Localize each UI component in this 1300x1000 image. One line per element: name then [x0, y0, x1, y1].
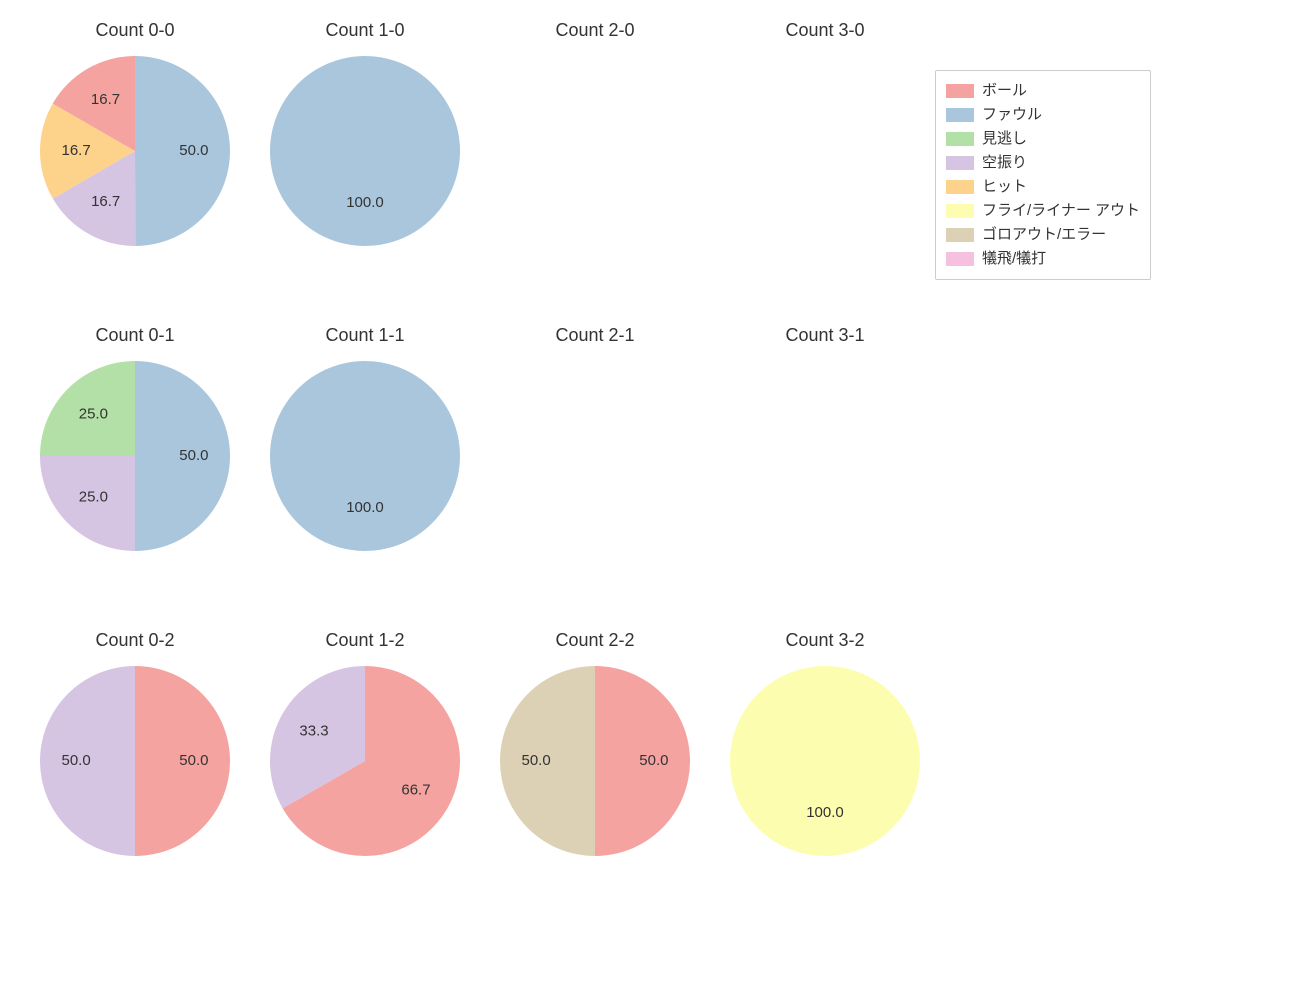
- pie-title: Count 2-1: [480, 325, 710, 346]
- legend-label: ヒット: [982, 175, 1027, 199]
- pie-slice-label: 66.7: [401, 781, 430, 798]
- legend-swatch: [946, 132, 974, 146]
- legend-item: 犠飛/犠打: [946, 247, 1140, 271]
- legend-label: ボール: [982, 79, 1027, 103]
- pie-chart: 50.0 25.0 25.0: [35, 356, 235, 556]
- pie-cell: Count 1-2 66.7 33.3: [250, 630, 480, 861]
- pie-chart: 100.0: [265, 51, 465, 251]
- pie-chart: 100.0: [265, 356, 465, 556]
- pie-title: Count 0-1: [20, 325, 250, 346]
- legend-swatch: [946, 180, 974, 194]
- legend: ボールファウル見逃し空振りヒットフライ/ライナー アウトゴロアウト/エラー犠飛/…: [935, 70, 1151, 280]
- pie-title: Count 1-1: [250, 325, 480, 346]
- legend-label: 空振り: [982, 151, 1027, 175]
- legend-swatch: [946, 204, 974, 218]
- pie-slice-label: 16.7: [91, 193, 120, 210]
- pie-slice-label: 100.0: [346, 499, 384, 516]
- pie-cell: Count 3-0: [710, 20, 940, 251]
- pie-slice-label: 50.0: [639, 752, 668, 769]
- pie-title: Count 0-2: [20, 630, 250, 651]
- pie-chart: 50.0 50.0: [495, 661, 695, 861]
- legend-swatch: [946, 108, 974, 122]
- legend-label: ゴロアウト/エラー: [982, 223, 1106, 247]
- pie-cell: Count 2-1: [480, 325, 710, 556]
- legend-label: 見逃し: [982, 127, 1027, 151]
- pie-cell: Count 0-1 50.0 25.0 25.0: [20, 325, 250, 556]
- pie-slice-label: 50.0: [179, 752, 208, 769]
- legend-swatch: [946, 252, 974, 266]
- pie-title: Count 3-1: [710, 325, 940, 346]
- pie-cell: Count 2-2 50.0 50.0: [480, 630, 710, 861]
- pie-cell: Count 3-1: [710, 325, 940, 556]
- pie-slice: [730, 666, 920, 856]
- pie-slice-label: 16.7: [91, 91, 120, 108]
- legend-swatch: [946, 156, 974, 170]
- pie-slice-label: 100.0: [346, 194, 384, 211]
- chart-grid: Count 0-050.016.716.716.7Count 1-0100.0C…: [0, 0, 1300, 1000]
- pie-slice-label: 16.7: [61, 142, 90, 159]
- pie-slice-label: 50.0: [179, 142, 208, 159]
- pie-cell: Count 0-2 50.0 50.0: [20, 630, 250, 861]
- pie-slice-label: 50.0: [179, 447, 208, 464]
- pie-cell: Count 1-1 100.0: [250, 325, 480, 556]
- pie-title: Count 3-2: [710, 630, 940, 651]
- legend-item: ヒット: [946, 175, 1140, 199]
- legend-swatch: [946, 228, 974, 242]
- pie-chart: 50.0 50.0: [35, 661, 235, 861]
- legend-item: ファウル: [946, 103, 1140, 127]
- pie-title: Count 0-0: [20, 20, 250, 41]
- legend-item: 見逃し: [946, 127, 1140, 151]
- legend-label: フライ/ライナー アウト: [982, 199, 1140, 223]
- legend-item: フライ/ライナー アウト: [946, 199, 1140, 223]
- pie-cell: Count 2-0: [480, 20, 710, 251]
- pie-title: Count 1-0: [250, 20, 480, 41]
- legend-label: 犠飛/犠打: [982, 247, 1046, 271]
- pie-slice: [270, 56, 460, 246]
- pie-slice-label: 25.0: [79, 489, 108, 506]
- pie-title: Count 3-0: [710, 20, 940, 41]
- pie-title: Count 1-2: [250, 630, 480, 651]
- pie-slice-label: 100.0: [806, 804, 844, 821]
- pie-slice: [270, 361, 460, 551]
- pie-cell: Count 3-2 100.0: [710, 630, 940, 861]
- legend-label: ファウル: [982, 103, 1042, 127]
- legend-item: ゴロアウト/エラー: [946, 223, 1140, 247]
- legend-swatch: [946, 84, 974, 98]
- pie-slice-label: 33.3: [299, 722, 328, 739]
- legend-item: 空振り: [946, 151, 1140, 175]
- pie-slice-label: 50.0: [61, 752, 90, 769]
- pie-title: Count 2-2: [480, 630, 710, 651]
- pie-chart: 50.0 16.7 16.7 16.7: [35, 51, 235, 251]
- pie-cell: Count 1-0 100.0: [250, 20, 480, 251]
- pie-chart: 100.0: [725, 661, 925, 861]
- pie-slice-label: 50.0: [521, 752, 550, 769]
- pie-chart: 66.7 33.3: [265, 661, 465, 861]
- legend-item: ボール: [946, 79, 1140, 103]
- pie-cell: Count 0-0 50.0 16.7 16.7 16.7: [20, 20, 250, 251]
- pie-slice-label: 25.0: [79, 405, 108, 422]
- pie-title: Count 2-0: [480, 20, 710, 41]
